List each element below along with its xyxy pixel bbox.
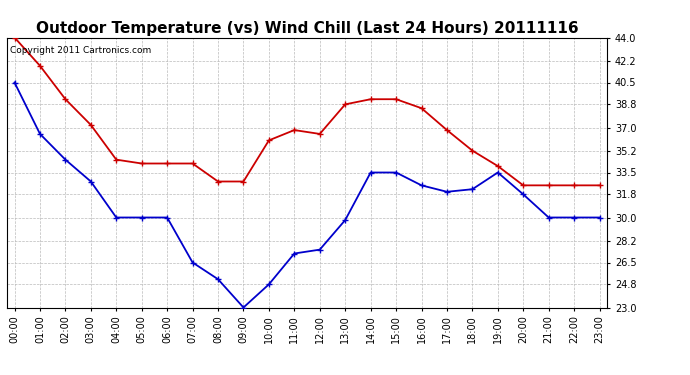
Text: Copyright 2011 Cartronics.com: Copyright 2011 Cartronics.com [10,46,151,55]
Title: Outdoor Temperature (vs) Wind Chill (Last 24 Hours) 20111116: Outdoor Temperature (vs) Wind Chill (Las… [36,21,578,36]
